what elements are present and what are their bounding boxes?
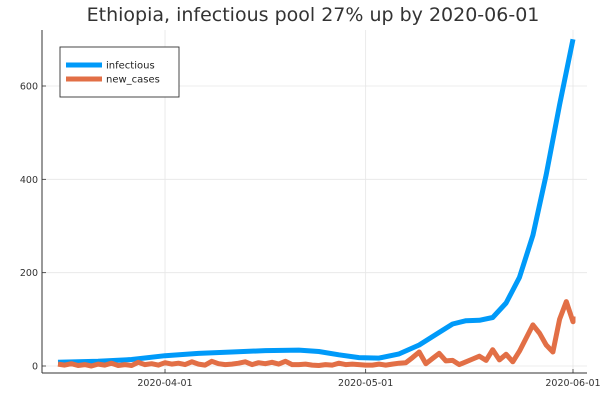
x-tick-label: 2020-05-01	[338, 378, 393, 389]
y-tick-label: 0	[32, 362, 38, 373]
series-line-infectious	[57, 38, 576, 365]
series-lines	[57, 38, 576, 369]
legend-label-infectious: infectious	[106, 61, 155, 72]
x-tick-label: 2020-04-01	[137, 378, 192, 389]
legend: infectious new_cases	[59, 46, 180, 98]
axes: 0 200 400 600 2020-04-01 2020-05-01 2020-06-01	[20, 30, 600, 389]
series-line-new-cases	[57, 299, 576, 369]
y-tick-label: 400	[20, 175, 38, 186]
y-tick-label: 200	[20, 268, 38, 279]
chart-title: Ethiopia, infectious pool 27% up by 2020…	[87, 4, 540, 26]
legend-label-new-cases: new_cases	[106, 75, 160, 86]
x-tick-label: 2020-06-01	[545, 378, 600, 389]
y-tick-label: 600	[20, 82, 38, 93]
legend-box	[59, 46, 180, 98]
